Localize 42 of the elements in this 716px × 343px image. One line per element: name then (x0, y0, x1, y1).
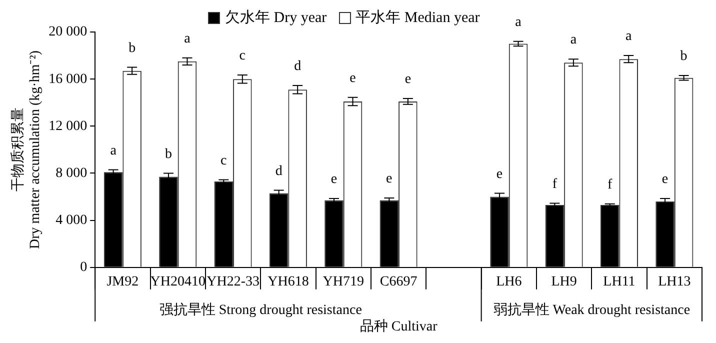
y-tick-label: 12 000 (48, 118, 88, 134)
x-tick-label: LH9 (551, 274, 577, 290)
data-label: b (680, 49, 688, 64)
x-tick-label: LH13 (658, 274, 691, 290)
data-label: e (386, 172, 392, 187)
data-label: e (350, 70, 356, 86)
y-tick-label: 4 000 (56, 212, 88, 228)
data-label: a (184, 32, 192, 47)
data-label: c (220, 153, 227, 168)
data-label: e (496, 166, 503, 182)
x-tick-label: YH719 (322, 274, 364, 290)
data-label: b (128, 40, 136, 56)
data-label: a (110, 143, 118, 158)
data-label: e (662, 172, 668, 188)
y-axis-title: 干物质积累量 Dry matter accumulation (kg·hm⁻²) (10, 50, 43, 249)
data-label: e (404, 72, 412, 88)
y-tick-label: 8 000 (56, 166, 88, 181)
data-label: d (294, 59, 302, 74)
x-tick-label: YH22-33 (206, 274, 260, 290)
text: 平水年 Median year (356, 8, 480, 27)
x-axis-title: 品种 Cultivar (360, 318, 438, 334)
x-tick-label: C6697 (380, 274, 418, 290)
data-label: a (515, 15, 522, 30)
data-label: f (552, 176, 558, 192)
y-tick-label: 16 000 (48, 72, 88, 87)
x-tick-label: YH20410 (150, 274, 206, 290)
data-label: b (164, 146, 172, 162)
legend-label: 欠水年 Dry year (225, 8, 327, 27)
data-label: d (275, 164, 282, 179)
data-label: e (330, 172, 338, 188)
text: 弱抗旱性 Weak drought resistance (493, 302, 690, 318)
x-tick-label: YH618 (268, 274, 309, 290)
data-label: c (239, 48, 246, 64)
y-tick-label: 0 (80, 260, 88, 276)
data-label: a (626, 29, 633, 44)
data-label: f (608, 178, 613, 193)
x-tick-label: JM92 (106, 274, 139, 290)
text: 强抗旱性 Strong drought resistance (159, 302, 362, 318)
data-label: a (570, 32, 578, 48)
x-tick-label: LH6 (496, 274, 522, 290)
x-tick-label: LH11 (603, 274, 636, 290)
y-tick-label: 20 000 (48, 24, 88, 40)
